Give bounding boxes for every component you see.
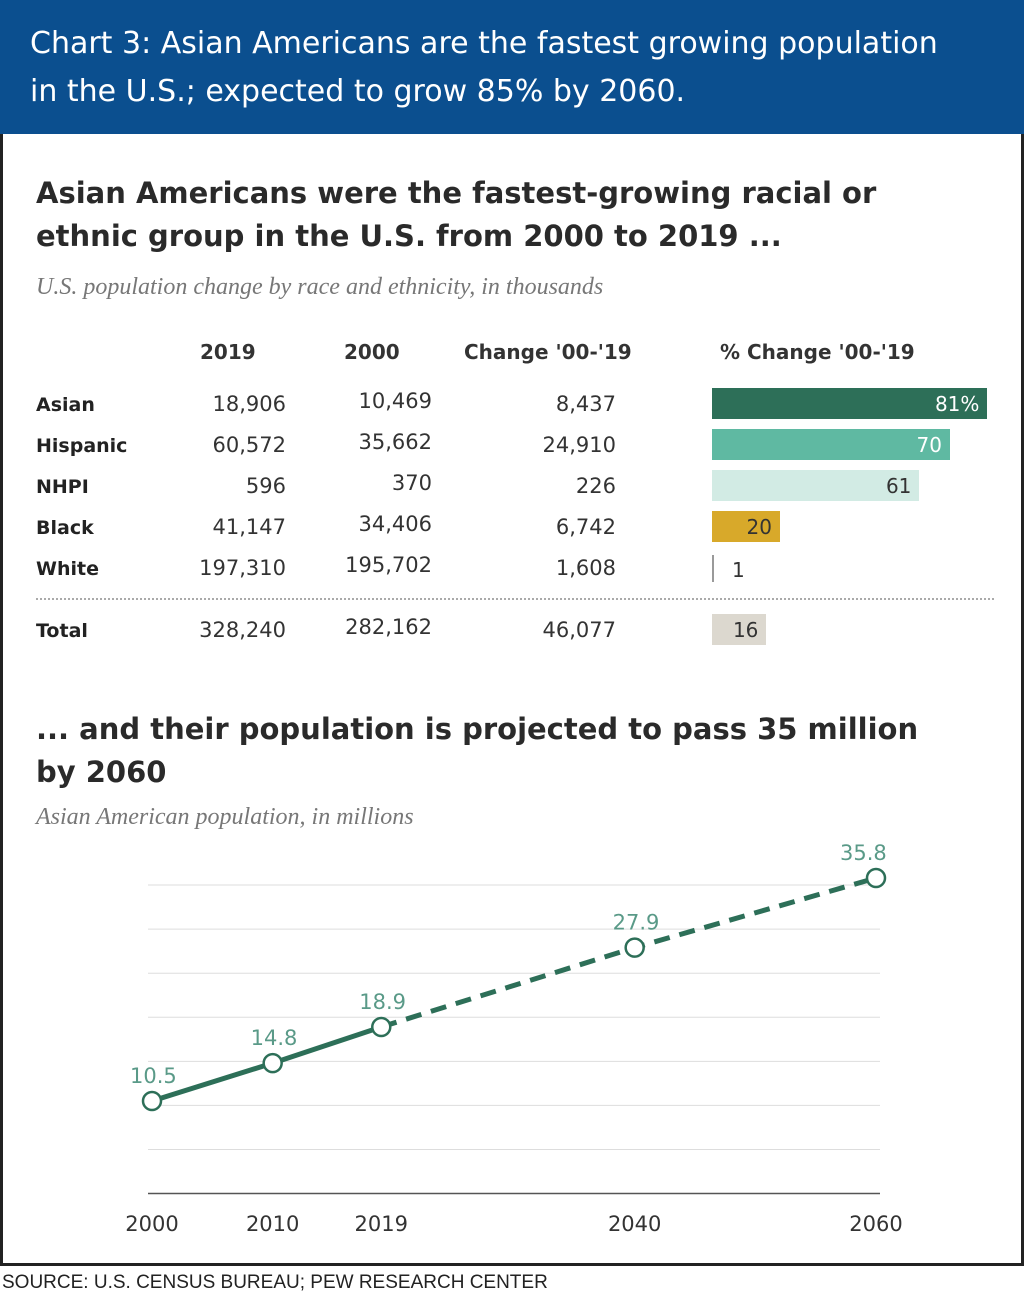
row-label-nhpi: NHPI xyxy=(36,476,89,498)
chart-frame xyxy=(0,134,1024,1266)
cell-2019-asian: 18,906 xyxy=(212,392,286,416)
line-subtitle: Asian American population, in millions xyxy=(36,804,414,830)
col-header-pct-change: % Change '00-'19 xyxy=(720,340,915,364)
point-2010 xyxy=(262,1052,283,1074)
value-label-2010: 14.8 xyxy=(251,1026,298,1050)
cell-2019-nhpi: 596 xyxy=(245,474,286,498)
banner-title-line1: Chart 3: Asian Americans are the fastest… xyxy=(30,26,938,61)
cell-2000-nhpi: 370 xyxy=(391,471,432,495)
cell-change-hispanic: 24,910 xyxy=(542,433,616,457)
x-tick-2000: 2000 xyxy=(125,1212,178,1236)
cell-2000-total: 282,162 xyxy=(345,615,432,639)
pct-label-black: 20 xyxy=(746,515,772,539)
cell-change-white: 1,608 xyxy=(555,556,616,580)
cell-2019-total: 328,240 xyxy=(199,618,286,642)
cell-2000-asian: 10,469 xyxy=(358,389,432,413)
x-tick-2010: 2010 xyxy=(246,1212,299,1236)
value-label-2060: 35.8 xyxy=(840,841,887,865)
source-note: SOURCE: U.S. CENSUS BUREAU; PEW RESEARCH… xyxy=(2,1272,548,1293)
pct-label-total: 16 xyxy=(732,618,759,642)
col-header-2019: 2019 xyxy=(200,340,256,364)
table-heading-line1: Asian Americans were the fastest-growing… xyxy=(36,176,877,210)
cell-2019-black: 41,147 xyxy=(212,515,286,539)
pct-label-white: 1 xyxy=(732,558,745,582)
line-heading-line2: by 2060 xyxy=(36,755,167,789)
pct-bar-asian xyxy=(712,388,988,419)
pct-label-asian: 81% xyxy=(934,392,980,416)
cell-change-asian: 8,437 xyxy=(555,392,616,416)
point-2060 xyxy=(865,867,887,889)
pct-bar-black xyxy=(712,511,780,542)
row-label-total: Total xyxy=(36,620,88,642)
pct-label-nhpi: 61 xyxy=(885,474,912,498)
pct-bar-total xyxy=(712,614,767,645)
line-heading: ... and their population is projected to… xyxy=(36,708,996,794)
row-label-hispanic: Hispanic xyxy=(36,435,128,457)
value-label-2000: 10.5 xyxy=(130,1064,177,1088)
pct-bar-nhpi xyxy=(712,470,920,501)
table-heading-line2: ethnic group in the U.S. from 2000 to 20… xyxy=(36,219,782,253)
chart-banner: Chart 3: Asian Americans are the fastest… xyxy=(0,0,1024,134)
pct-bar-white xyxy=(712,555,714,582)
value-label-2019: 18.9 xyxy=(359,990,406,1014)
cell-change-nhpi: 226 xyxy=(575,474,616,498)
cell-2019-white: 197,310 xyxy=(199,556,286,580)
cell-2000-hispanic: 35,662 xyxy=(358,430,432,454)
col-header-change: Change '00-'19 xyxy=(464,340,632,364)
table-subtitle: U.S. population change by race and ethni… xyxy=(36,274,604,300)
x-tick-2019: 2019 xyxy=(355,1212,408,1236)
pct-label-hispanic: 70 xyxy=(916,433,942,457)
pct-bar-hispanic xyxy=(712,429,950,460)
x-tick-2060: 2060 xyxy=(849,1212,902,1236)
point-2019 xyxy=(371,1016,392,1038)
cell-2019-hispanic: 60,572 xyxy=(212,433,286,457)
total-divider xyxy=(36,598,994,600)
line-heading-line1: ... and their population is projected to… xyxy=(36,712,919,746)
cell-2000-black: 34,406 xyxy=(358,512,432,536)
cell-change-black: 6,742 xyxy=(555,515,616,539)
point-2040 xyxy=(624,937,645,958)
col-header-2000: 2000 xyxy=(344,340,400,364)
table-heading: Asian Americans were the fastest-growing… xyxy=(36,172,996,258)
cell-change-total: 46,077 xyxy=(542,618,616,642)
value-label-2040: 27.9 xyxy=(613,911,660,935)
banner-title-line2: in the U.S.; expected to grow 85% by 206… xyxy=(30,74,686,109)
row-label-asian: Asian xyxy=(36,394,95,416)
x-tick-2040: 2040 xyxy=(608,1212,661,1236)
row-label-black: Black xyxy=(36,517,94,539)
row-label-white: White xyxy=(36,558,99,580)
point-2000 xyxy=(141,1090,163,1112)
cell-2000-white: 195,702 xyxy=(345,553,432,577)
